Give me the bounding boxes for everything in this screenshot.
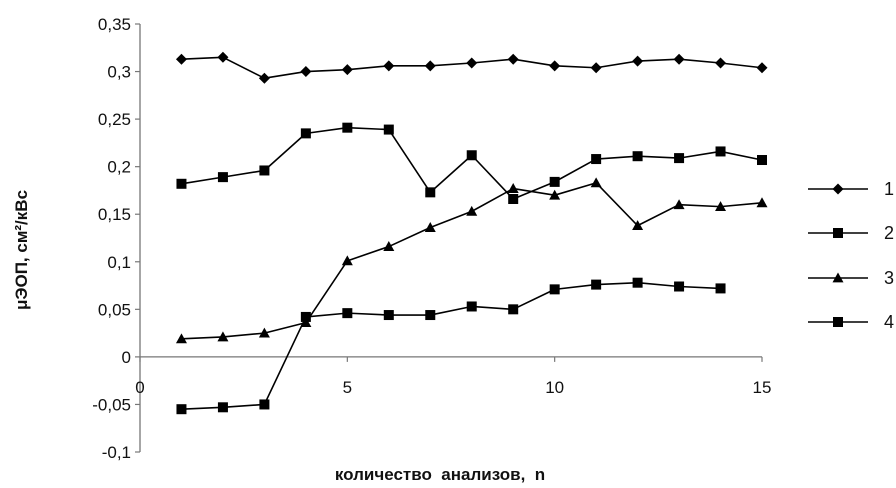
series-1	[175, 51, 768, 84]
legend-label: 4	[884, 312, 894, 332]
y-tick-label: 0,25	[98, 110, 131, 129]
series-3-point	[217, 331, 229, 342]
series-3-point	[341, 255, 353, 266]
series-1-point	[383, 60, 395, 72]
series-4-point	[259, 399, 270, 410]
legend-item-2: 2	[808, 223, 894, 243]
series-1-point	[175, 53, 187, 65]
legend-marker	[832, 183, 844, 195]
series-3-point	[715, 201, 727, 212]
series-2-point	[383, 124, 394, 135]
series-1-point	[590, 62, 602, 74]
series-3-point	[424, 222, 436, 232]
series-4-point	[715, 283, 726, 294]
series-3-point	[673, 199, 685, 210]
series-2-point	[176, 178, 187, 189]
series-3-point	[756, 197, 768, 208]
series-3-point	[383, 241, 395, 251]
series-1-point	[673, 53, 685, 65]
series-3-point	[175, 333, 187, 344]
x-axis-title: количество анализов, n	[335, 465, 545, 484]
y-tick-label: 0,15	[98, 205, 131, 224]
legend-item-4: 4	[808, 312, 894, 332]
series-4-point	[300, 311, 311, 322]
legend: 1 2 3 4	[808, 179, 894, 332]
series-2-point	[508, 194, 519, 205]
series-4-point	[466, 301, 477, 312]
y-tick-label: 0,1	[107, 253, 131, 272]
tick-labels: 0,350,30,250,20,150,10,050-0,05-0,10 5 10 1…	[92, 15, 771, 462]
y-tick-label: 0,35	[98, 15, 131, 34]
x-tick-label: 15	[753, 378, 772, 397]
series-4-point	[176, 404, 187, 415]
series-1-point	[507, 53, 519, 65]
y-tick-label: 0,05	[98, 300, 131, 319]
series-1-point	[300, 66, 312, 78]
series-3-point	[590, 177, 602, 188]
series-2-point	[757, 155, 767, 166]
plot-area	[175, 51, 768, 415]
series-3-point	[507, 183, 519, 193]
series-1-point	[756, 62, 768, 74]
series-4-point	[508, 304, 519, 315]
series-1-point	[424, 60, 436, 72]
axes	[135, 23, 763, 453]
series-2-point	[715, 146, 726, 157]
series-3-point	[632, 220, 644, 231]
series-2-point	[300, 128, 311, 139]
series-1-point	[341, 64, 353, 76]
y-tick-label: 0	[122, 348, 131, 367]
series-4-point	[342, 308, 353, 319]
series-4-point	[383, 310, 394, 321]
legend-marker	[832, 272, 844, 283]
series-2-point	[425, 187, 436, 198]
y-tick-label: -0,05	[92, 395, 131, 414]
legend-marker	[833, 228, 843, 238]
x-tick-label: 10	[545, 378, 564, 397]
x-tick-label: 5	[343, 378, 352, 397]
legend-label: 3	[884, 268, 894, 288]
y-axis-title: μЭОП, см²/кВс	[12, 190, 31, 310]
series-2	[176, 122, 767, 205]
series-1-point	[217, 51, 229, 63]
series-4-line	[181, 281, 721, 410]
series-2-point	[259, 165, 270, 176]
series-4-point	[591, 279, 602, 290]
series-3-point	[466, 205, 478, 216]
legend-label: 1	[884, 179, 894, 199]
series-4-point	[549, 284, 560, 295]
series-1-point	[258, 72, 270, 84]
legend-label: 2	[884, 223, 894, 243]
y-tick-label: 0,3	[107, 63, 131, 82]
series-2-point	[466, 150, 477, 161]
series-3	[175, 177, 768, 344]
series-3-point	[549, 189, 561, 200]
series-1-point	[466, 57, 478, 69]
legend-item-3: 3	[808, 268, 894, 288]
series-2-point	[591, 154, 602, 165]
series-4-point	[217, 402, 228, 413]
legend-marker	[833, 317, 843, 327]
x-tick-label: 0	[135, 378, 144, 397]
series-2-line	[181, 126, 763, 200]
series-1-point	[549, 60, 561, 72]
series-1-point	[632, 55, 644, 67]
y-tick-label: -0,1	[102, 443, 131, 462]
series-4-point	[632, 277, 643, 288]
series-3-point	[258, 327, 270, 338]
y-tick-label: 0,2	[107, 158, 131, 177]
series-1-point	[715, 57, 727, 69]
series-2-point	[217, 172, 228, 183]
series-2-point	[549, 176, 560, 187]
series-2-point	[674, 153, 685, 164]
series-4-point	[674, 281, 685, 292]
legend-item-1: 1	[808, 179, 894, 199]
series-2-point	[342, 122, 353, 133]
series-4	[176, 277, 726, 415]
series-2-point	[632, 151, 643, 162]
series-4-point	[425, 310, 436, 321]
